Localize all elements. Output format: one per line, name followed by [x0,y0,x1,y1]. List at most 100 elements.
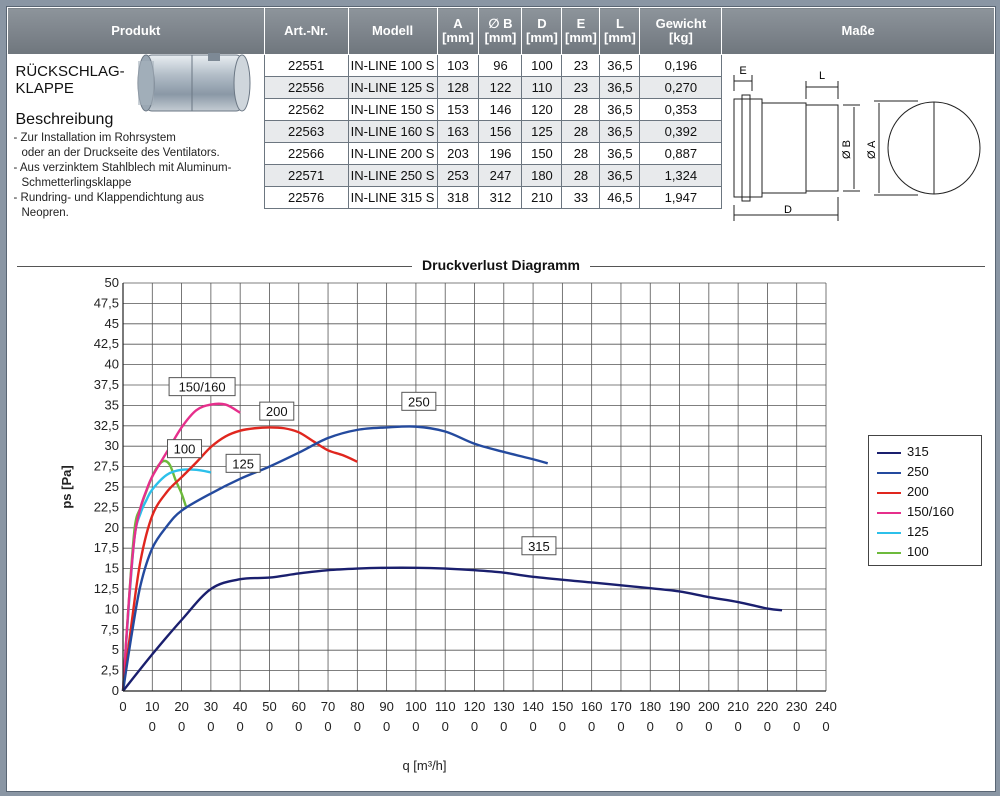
description-line: - Zur Installation im Rohrsystem [13,132,176,144]
legend-swatch [877,472,901,474]
cell-a: 153 [436,98,480,121]
spec-table: Produkt Art.-Nr. Modell A [mm] ∅ B [mm] D[… [7,7,995,221]
table-row: 22556 IN-LINE 125 S 128 122 110 23 36,5 … [8,76,995,99]
dim-label-e: E [740,65,747,77]
header-masse: Maße [721,7,995,55]
table-row: 22566 IN-LINE 200 S 203 196 150 28 36,5 … [8,142,995,165]
series-label-box [168,377,236,397]
y-tick-label: 40 [105,357,119,372]
cell-gewicht: 0,392 [639,120,723,143]
description-line: - Rundring- und Klappendichtung aus [13,192,205,204]
header-d: D [mm] [521,7,563,55]
header-produkt: Produkt [7,7,265,55]
cell-art-nr: 22566 [263,142,349,165]
cell-art-nr: 22563 [263,120,349,143]
cell-l: 36,5 [599,98,641,121]
legend-swatch [877,492,901,494]
legend-label: 100 [907,544,929,559]
series-label-box [225,453,261,473]
x-tick-label: 80 0 [350,699,364,734]
y-tick-label: 30 [105,438,119,453]
y-tick-label: 22,5 [94,499,119,514]
cell-art-nr: 22576 [263,186,349,209]
cell-art-nr: 22571 [263,164,349,187]
y-tick-label: 37,5 [94,377,119,392]
dim-label-d: D [784,204,792,216]
cell-b: 156 [478,120,523,143]
y-tick-label: 42,5 [94,336,119,351]
y-tick-label: 27,5 [94,459,119,474]
cell-d: 100 [521,54,563,77]
y-tick-label: 47,5 [94,295,119,310]
description-line: oder an der Druckseite des Ventilators. [21,147,220,159]
series-label: 150/160 [179,380,226,395]
x-tick-label: 210 0 [727,699,749,734]
x-tick-label: 50 0 [262,699,276,734]
product-description-cell: RÜCKSCHLAG- KLAPPE Bes [7,53,265,219]
cell-gewicht: 0,196 [639,54,723,77]
cell-d: 125 [521,120,563,143]
series-label: 315 [528,539,550,554]
cell-e: 33 [561,186,601,209]
table-row: 22571 IN-LINE 250 S 253 247 180 28 36,5 … [8,164,995,187]
legend-swatch [877,452,901,454]
chart-title: Druckverlust Diagramm [7,257,995,273]
dimension-drawing: E L D Ø B Ø A [733,65,981,221]
x-tick-label: 70 0 [321,699,335,734]
y-tick-label: 2,5 [101,663,119,678]
x-tick-label: 0 [119,699,126,714]
cell-e: 23 [561,54,601,77]
cell-e: 28 [561,164,601,187]
cell-gewicht: 0,270 [639,76,723,99]
series-line-100 [121,459,188,692]
cell-gewicht: 0,353 [639,98,723,121]
x-tick-label: 120 0 [464,699,486,734]
cell-art-nr: 22551 [263,54,349,77]
dim-label-a: Ø A [866,140,878,159]
chart-legend: 315 250 200 150/160 125 100 [868,435,982,566]
series-line-250 [121,425,549,692]
cell-gewicht: 1,324 [639,164,723,187]
series-label: 200 [266,404,288,419]
y-tick-label: 10 [105,601,119,616]
cell-b: 146 [478,98,523,121]
y-tick-label: 25 [105,479,119,494]
series-label-box [167,439,203,459]
y-tick-label: 5 [112,642,119,657]
legend-label: 200 [907,484,929,499]
series-line-315 [122,566,783,692]
cell-e: 28 [561,98,601,121]
cell-modell: IN-LINE 100 S [347,54,438,77]
cell-art-nr: 22562 [263,98,349,121]
dimension-drawing-cell: E L D Ø B Ø A [721,54,995,221]
cell-a: 253 [436,164,480,187]
x-tick-label: 230 0 [786,699,808,734]
x-tick-label: 190 0 [669,699,691,734]
y-tick-label: 50 [105,275,119,290]
cell-a: 203 [436,142,480,165]
y-tick-label: 35 [105,397,119,412]
cell-b: 122 [478,76,523,99]
x-tick-label: 10 0 [145,699,159,734]
legend-label: 315 [907,444,929,459]
table-row: 22563 IN-LINE 160 S 163 156 125 28 36,5 … [8,120,995,143]
dim-label-l: L [819,70,825,82]
y-tick-label: 0 [112,683,119,698]
datasheet-frame: Produkt Art.-Nr. Modell A [mm] ∅ B [mm] D[… [6,6,996,792]
cell-b: 196 [478,142,523,165]
table-header-row: Produkt Art.-Nr. Modell A [mm] ∅ B [mm] D[… [7,7,995,55]
table-row: RÜCKSCHLAG- KLAPPE Bes [7,53,995,221]
cell-modell: IN-LINE 315 S [347,186,438,209]
x-tick-label: 180 0 [639,699,661,734]
product-title: RÜCKSCHLAG- KLAPPE [15,63,125,97]
legend-label: 250 [907,464,929,479]
cell-gewicht: 1,947 [639,186,723,209]
cell-l: 36,5 [599,120,641,143]
header-a: A [mm] [436,7,480,55]
header-l: L [mm] [599,7,641,55]
cell-modell: IN-LINE 160 S [347,120,438,143]
x-tick-label: 140 0 [522,699,544,734]
cell-a: 128 [436,76,480,99]
cell-l: 46,5 [599,186,641,209]
cell-d: 110 [521,76,563,99]
